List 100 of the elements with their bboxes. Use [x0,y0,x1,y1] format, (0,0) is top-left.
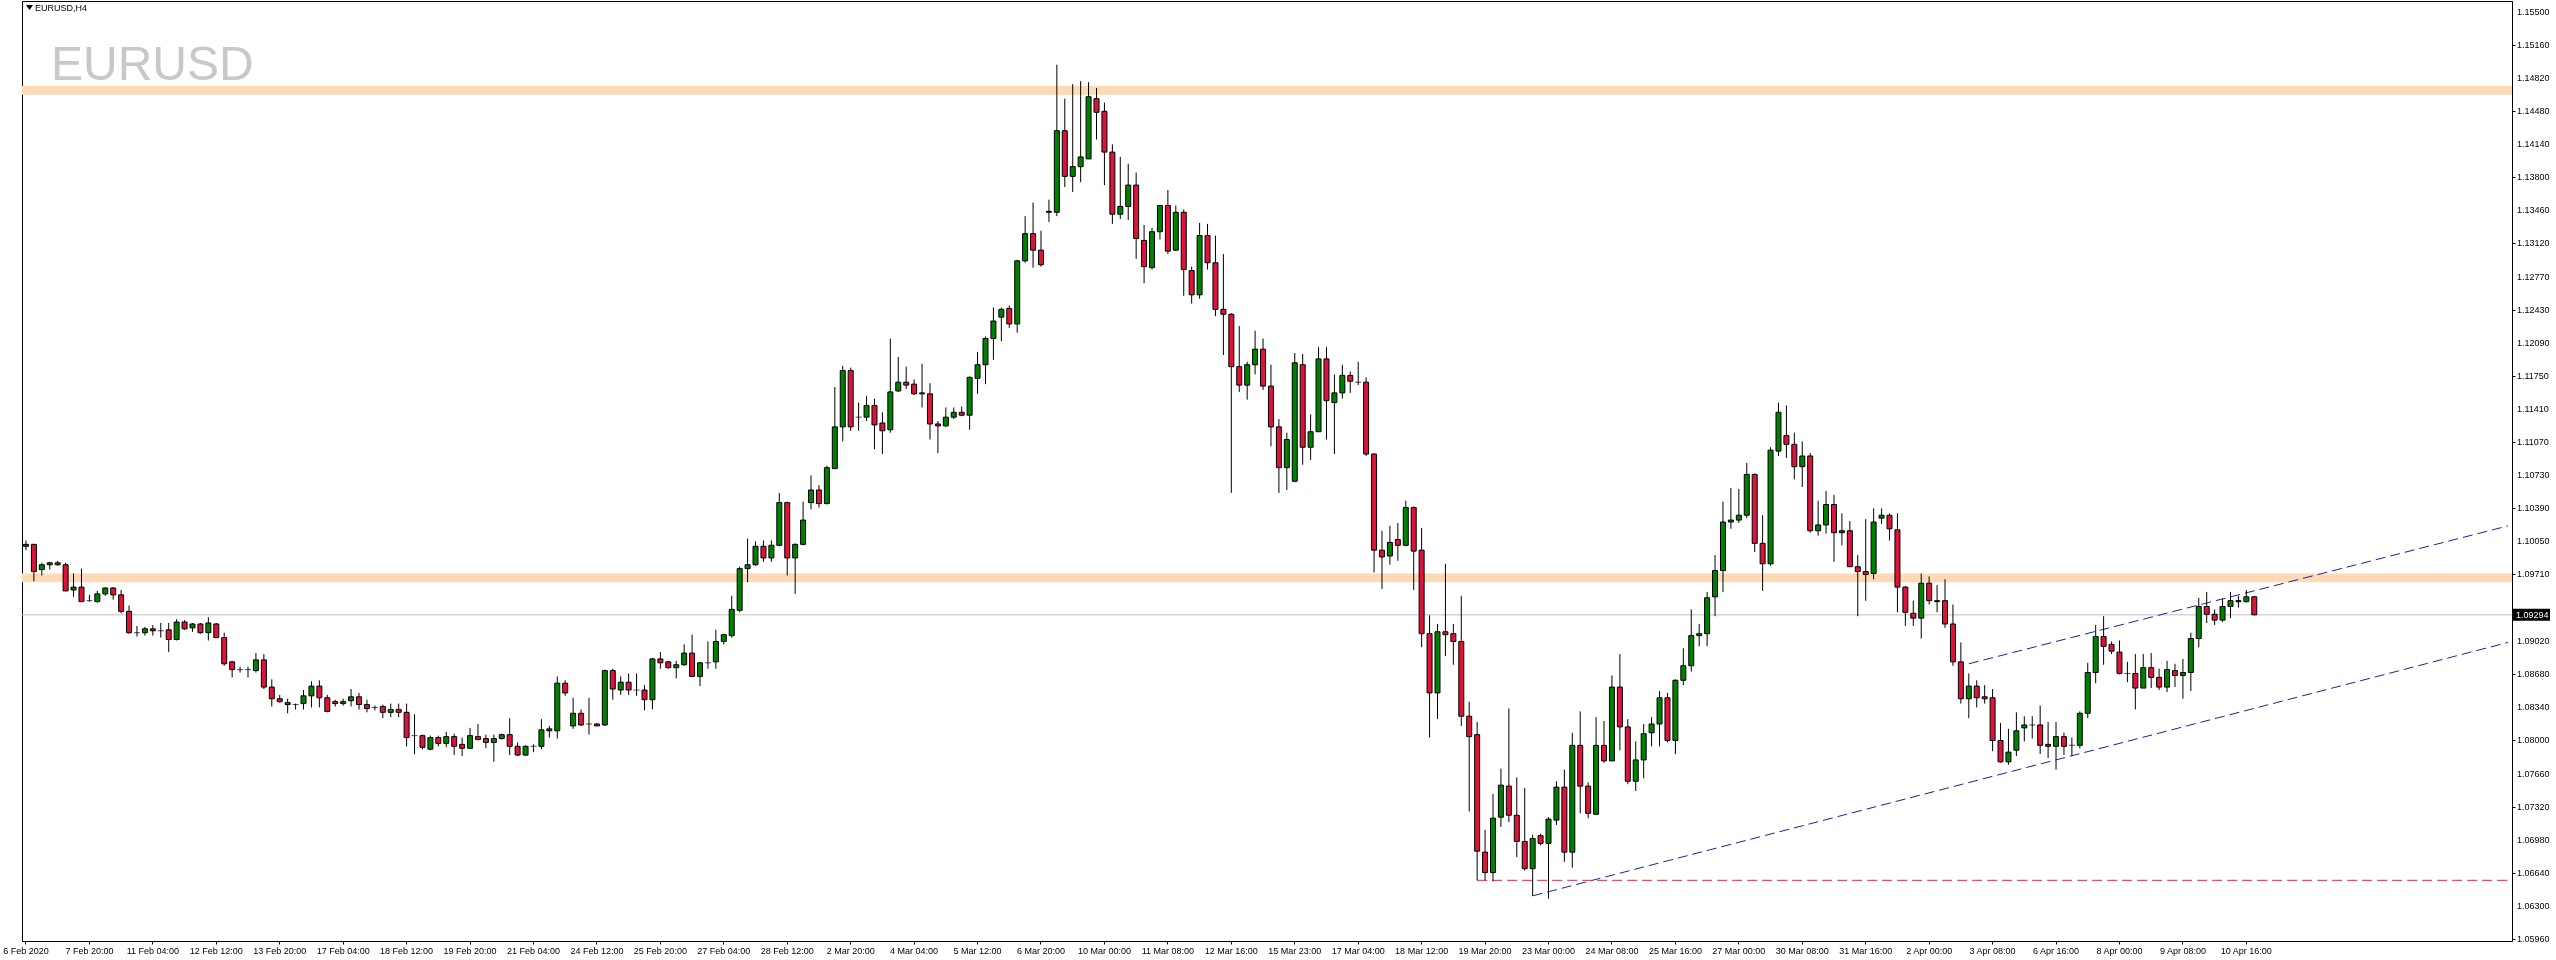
candlestick [1823,490,1830,535]
candlestick [1347,371,1354,394]
candlestick [1394,522,1401,562]
x-tick-label: 4 Mar 04:00 [890,945,939,956]
x-tick-label: 19 Feb 20:00 [443,945,497,956]
candlestick [1973,679,1980,708]
candlestick [1799,440,1806,488]
candlestick [2013,711,2020,757]
candlestick [467,727,474,749]
candlestick [1038,230,1044,268]
x-tick-label: 6 Apr 16:00 [2033,945,2080,956]
candlestick [689,634,696,677]
y-tick-label: 1.13120 [2517,238,2550,249]
candlestick [245,666,251,678]
candlestick [697,661,704,687]
candlestick [919,363,926,408]
y-tick-label: 1.11750 [2517,371,2549,382]
candlestick [1378,530,1385,590]
candlestick [570,697,577,730]
candlestick [1386,525,1393,566]
x-tick-label: 28 Feb 12:00 [760,945,814,956]
x-tick-label: 25 Mar 16:00 [1648,945,1702,956]
candlestick [268,678,275,708]
x-tick-label: 21 Feb 04:00 [506,945,560,956]
y-tick-label: 1.05960 [2517,933,2550,944]
candlestick [1910,600,1917,627]
candlestick [2037,705,2044,755]
candlestick [942,406,949,428]
x-tick-label: 5 Mar 12:00 [953,945,1002,956]
x-tick-label: 24 Mar 08:00 [1585,945,1639,956]
y-tick-label: 1.07660 [2517,768,2550,779]
candlestick [1045,199,1052,223]
y-tick-label: 1.13460 [2517,205,2550,216]
x-tick-label: 7 Feb 20:00 [65,945,114,956]
x-tick-label: 27 Feb 04:00 [697,945,751,956]
x-tick-label: 10 Mar 00:00 [1077,945,1131,956]
y-tick-label: 1.12770 [2517,272,2550,283]
candlestick [1006,305,1013,329]
x-tick-label: 18 Mar 12:00 [1395,945,1449,956]
y-tick-label: 1.11410 [2517,404,2549,415]
x-tick-label: 15 Mar 23:00 [1268,945,1322,956]
candlestick [934,420,941,454]
candlestick [252,652,259,674]
y-tick-label: 1.12090 [2517,338,2550,349]
candlestick [348,688,355,708]
x-tick-label: 18 Feb 12:00 [380,945,434,956]
y-tick-label: 1.11070 [2517,437,2549,448]
y-tick-label: 1.13800 [2517,172,2550,183]
x-tick-label: 6 Mar 20:00 [1016,945,1066,956]
candlestick [2171,663,2178,688]
x-tick-label: 10 Apr 16:00 [2220,945,2272,956]
candlestick [1926,575,1933,606]
candlestick [126,605,133,635]
candlestick [157,622,164,639]
y-tick-label: 1.14480 [2517,106,2550,117]
x-tick-label: 2 Mar 20:00 [826,945,875,956]
candlestick [704,640,711,670]
candlestick [895,356,902,393]
candlestick [2045,721,2052,759]
candlestick [1355,361,1362,386]
x-tick-label: 11 Mar 08:00 [1141,945,1195,956]
x-tick-label: 17 Mar 04:00 [1331,945,1385,956]
y-tick-label: 1.10390 [2517,503,2550,514]
candlestick [1030,202,1037,269]
candlestick [2132,653,2139,710]
candlestick [1252,330,1259,375]
candlestick [371,705,378,711]
candlestick [1965,673,1972,719]
candlestick [133,625,140,638]
candlestick [2164,660,2171,693]
candlestick [482,734,489,749]
candlestick [2029,715,2036,740]
candlestick [2140,653,2147,689]
x-tick-label: 2 Apr 00:00 [1906,945,1953,956]
y-tick-label: 1.10730 [2517,470,2550,481]
candlestick [490,734,497,763]
candlestick [2148,652,2155,689]
x-tick-label: 13 Feb 20:00 [253,945,307,956]
candlestick [2068,737,2075,757]
chart-subtitle: EURUSD,H4 [35,3,88,13]
y-tick-label: 1.14140 [2517,139,2550,150]
candlestick [681,643,688,667]
candlestick [609,668,616,701]
candlestick [808,474,815,510]
candlestick [1942,578,1949,629]
candlestick [792,542,799,595]
y-tick-label: 1.09710 [2517,569,2550,580]
candlestick [1696,623,1703,647]
candlestick [237,666,244,674]
candlestick [1632,740,1639,792]
x-tick-label: 12 Mar 16:00 [1204,945,1258,956]
candlestick [903,366,910,390]
candlestick [1601,720,1608,764]
candlestick [1482,829,1489,881]
candlestick [1244,361,1251,401]
candlestick [1815,500,1822,537]
x-tick-label: 3 Apr 08:00 [1969,945,2016,956]
candlestick [2179,658,2186,700]
candlestick [1838,512,1845,546]
y-tick-label: 1.08000 [2517,735,2550,746]
